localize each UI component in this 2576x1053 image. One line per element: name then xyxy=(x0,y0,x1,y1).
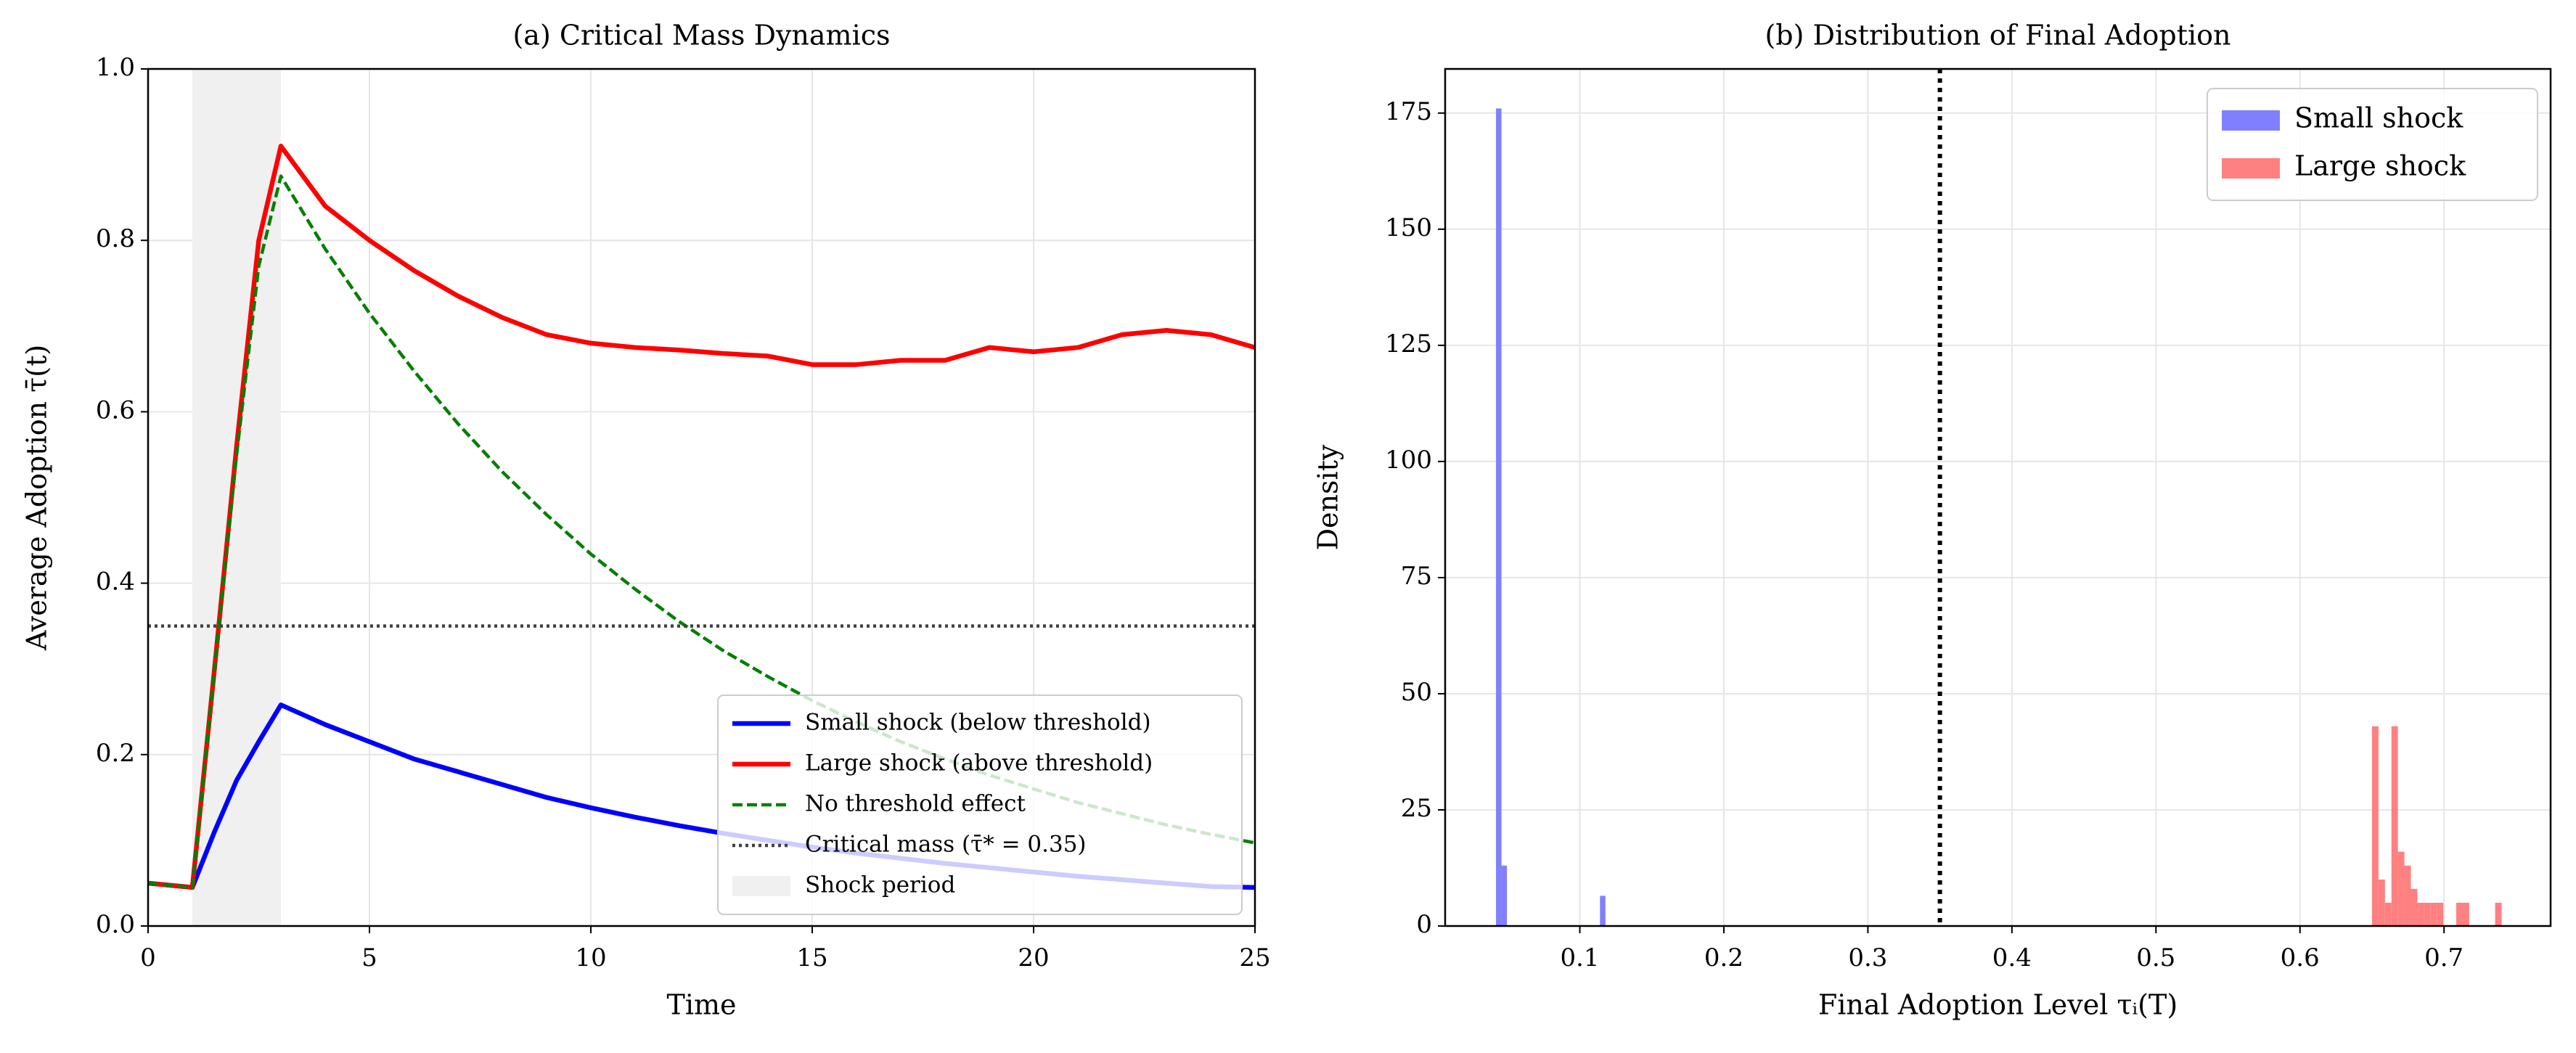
y-tick-label: 1.0 xyxy=(96,53,135,82)
legend-label: Small shock xyxy=(2294,102,2463,134)
histogram-bar xyxy=(2404,865,2411,926)
plot-area xyxy=(148,69,1255,926)
histogram-bar xyxy=(2417,902,2424,926)
x-tick-label: 0.3 xyxy=(1848,943,1887,972)
legend: Small shock Large shock xyxy=(2207,88,2538,201)
histogram-bar xyxy=(2411,888,2418,926)
x-tick-label: 0.2 xyxy=(1704,943,1743,972)
histogram-bar xyxy=(1496,108,1502,926)
y-tick-label: 0.2 xyxy=(96,739,135,768)
x-axis-label: Final Adoption Level τᵢ(T) xyxy=(1818,989,2178,1021)
y-tick-label: 0 xyxy=(1416,910,1432,939)
legend-swatch xyxy=(732,876,790,896)
legend-label: Large shock (above threshold) xyxy=(805,750,1153,777)
legend-box xyxy=(717,695,1243,915)
legend-label: Shock period xyxy=(805,872,955,898)
histogram-bar xyxy=(2371,726,2379,926)
chart-title: (b) Distribution of Final Adoption xyxy=(1765,20,2231,52)
panel: 0 5 10 15 20 25 0.0 0.2 0.4 0.6 0.8 1.0 (a) Critical… xyxy=(21,20,1271,1021)
series-line xyxy=(148,174,1255,890)
legend-label: Large shock xyxy=(2294,150,2466,182)
legend-box xyxy=(2207,88,2538,201)
y-tick-label: 75 xyxy=(1401,562,1432,591)
x-tick-label: 0.6 xyxy=(2281,943,2320,972)
y-axis-label: Density xyxy=(1312,444,1344,550)
y-tick-label: 50 xyxy=(1401,678,1432,707)
axes-frame xyxy=(147,67,1256,927)
x-tick-label: 0.7 xyxy=(2424,943,2463,972)
legend-swatch xyxy=(2222,158,2280,179)
y-tick-label: 0.8 xyxy=(96,224,135,253)
histogram-bar xyxy=(2456,902,2463,926)
histogram-bar xyxy=(2430,902,2437,926)
y-tick-label: 0.0 xyxy=(96,910,135,939)
legend-swatch xyxy=(2222,110,2280,131)
x-tick-label: 5 xyxy=(361,943,377,972)
histogram-bar xyxy=(2495,902,2502,926)
y-tick-label: 0.6 xyxy=(96,396,135,425)
x-tick-label: 0.5 xyxy=(2136,943,2175,972)
histogram-bar xyxy=(1501,865,1508,926)
x-tick-label: 20 xyxy=(1018,943,1049,972)
y-tick-label: 0.4 xyxy=(96,568,135,597)
legend-label: No threshold effect xyxy=(805,791,1026,817)
plot-area xyxy=(1496,69,2502,926)
histogram-bar xyxy=(2462,902,2469,926)
y-tick-label: 125 xyxy=(1385,329,1432,358)
panel: 0.1 0.2 0.3 0.4 0.5 0.6 0.7 0 25 50 75 100 125 150 175… xyxy=(1312,20,2552,1021)
chart-title: (a) Critical Mass Dynamics xyxy=(512,20,890,52)
histogram-bar xyxy=(2424,902,2431,926)
x-tick-label: 0.4 xyxy=(1992,943,2032,972)
y-axis-label: Average Adoption τ̄(t) xyxy=(21,345,53,651)
x-tick-label: 0.1 xyxy=(1560,943,1599,972)
histogram-bar xyxy=(2378,879,2385,926)
histogram-bar xyxy=(2384,902,2392,926)
y-tick-label: 175 xyxy=(1385,97,1432,126)
x-tick-label: 15 xyxy=(796,943,827,972)
legend: Small shock (below threshold) Large shock… xyxy=(717,695,1243,915)
y-tick-label: 25 xyxy=(1401,794,1432,823)
y-tick-label: 100 xyxy=(1385,446,1432,475)
series-line xyxy=(148,144,1255,890)
legend-label: Small shock (below threshold) xyxy=(805,710,1151,736)
histogram-bar xyxy=(1600,896,1606,926)
x-axis-label: Time xyxy=(666,989,736,1021)
histogram-bar xyxy=(2391,726,2398,926)
axes-frame xyxy=(1444,67,2552,927)
histogram-bar xyxy=(2437,902,2444,926)
x-tick-label: 25 xyxy=(1239,943,1270,972)
x-tick-label: 10 xyxy=(575,943,606,972)
histogram-bar xyxy=(2397,851,2405,926)
x-tick-label: 0 xyxy=(140,943,156,972)
y-tick-label: 150 xyxy=(1385,213,1432,242)
legend-label: Critical mass (τ̄* = 0.35) xyxy=(805,832,1087,858)
